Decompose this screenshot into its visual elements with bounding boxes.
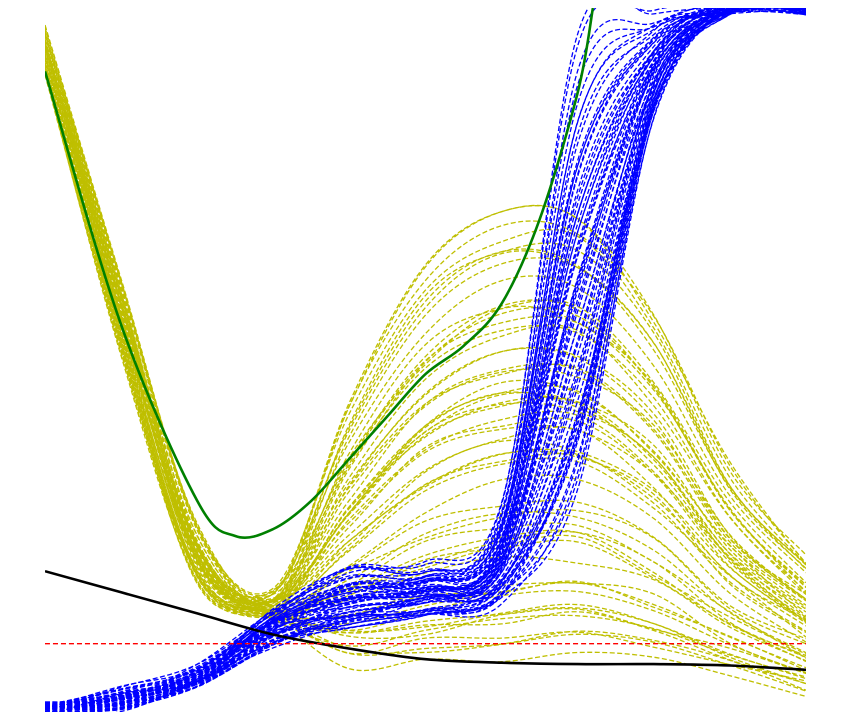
solid-reference-curves <box>45 8 806 672</box>
yellow-family-curve-60 <box>45 68 806 685</box>
yellow-family-curve-39 <box>45 53 806 632</box>
yellow-family-curve-32 <box>45 67 806 678</box>
green-curve <box>45 8 595 540</box>
blue-family-curve-52 <box>45 8 806 711</box>
blue-family-curve-16 <box>45 8 806 708</box>
yellow-family-curve-44 <box>45 71 806 674</box>
yellow-family-curve-25 <box>45 39 806 598</box>
blue-family-curve-27 <box>45 8 806 712</box>
blue-family-curve-10 <box>45 8 806 708</box>
yellow-family-curve-15 <box>45 70 806 674</box>
yellow-family-curve-29 <box>45 69 806 655</box>
blue-family-curve-37 <box>115 8 806 712</box>
yellow-family-curve-8 <box>45 39 806 609</box>
yellow-family-curve-33 <box>45 47 806 610</box>
yellow-family-curve-23 <box>45 47 806 623</box>
yellow-family-curve-47 <box>45 43 806 613</box>
blue-family-curve-32 <box>45 8 806 708</box>
yellow-family-curve-48 <box>45 33 806 595</box>
yellow-family-curve-53 <box>45 41 806 608</box>
yellow-family-curve-10 <box>45 32 806 605</box>
blue-family-curve-56 <box>56 8 806 712</box>
yellow-family-curve-19 <box>45 42 806 617</box>
yellow-family-curve-46 <box>45 25 806 600</box>
yellow-family-curve-52 <box>45 34 806 608</box>
yellow-family-curve-43 <box>45 74 806 685</box>
blue-family-curve-5 <box>45 8 806 710</box>
yellow-family-curve-3 <box>45 35 806 605</box>
yellow-family-curve-57 <box>45 64 806 659</box>
blue-family-curve-22 <box>51 8 744 712</box>
blue-family-curve-1 <box>45 8 733 708</box>
blue-family-curve-8 <box>55 8 726 712</box>
blue-family-curve-21 <box>53 8 806 712</box>
blue-family-curve-57 <box>49 8 734 712</box>
blue-family-curve-48 <box>45 8 721 707</box>
blue-family-curve-39 <box>45 8 806 712</box>
yellow-family-curve-55 <box>45 50 806 622</box>
blue-family-curve-53 <box>45 8 715 708</box>
yellow-family-curve-27 <box>45 30 806 600</box>
blue-family-curve-59 <box>79 8 745 712</box>
yellow-family-curve-37 <box>45 44 806 611</box>
yellow-family-curve-13 <box>45 55 806 643</box>
yellow-family-curve-17 <box>45 43 806 619</box>
yellow-family-curve-54 <box>45 58 806 657</box>
yellow-family-curve-28 <box>45 68 806 691</box>
blue-family-curve-60 <box>45 8 806 709</box>
blue-family-curve-30 <box>45 8 806 706</box>
blue-family-curve-55 <box>49 8 738 712</box>
yellow-family-curve-36 <box>45 72 806 669</box>
blue-family-curve-44 <box>45 8 734 712</box>
yellow-family-curve-16 <box>45 57 806 627</box>
blue-family-curve-18 <box>45 9 806 707</box>
blue-family-curve-41 <box>45 8 669 704</box>
blue-family-curve-43 <box>49 8 806 712</box>
blue-family-curve-20 <box>45 8 806 709</box>
yellow-family-curve-51 <box>45 41 806 605</box>
yellow-family-curve-30 <box>45 59 806 634</box>
yellow-family-curve-35 <box>45 55 806 621</box>
blue-family-curve-49 <box>45 8 806 711</box>
blue-family-curve-51 <box>45 8 752 708</box>
yellow-family-curve-56 <box>45 44 806 605</box>
yellow-family-curve-18 <box>45 27 806 597</box>
yellow-family-curve-21 <box>45 44 806 606</box>
blue-family-curve-46 <box>45 8 806 711</box>
blue-family-curve-23 <box>45 8 699 708</box>
yellow-family-curve-26 <box>45 54 806 620</box>
yellow-family-curve-22 <box>45 71 806 698</box>
blue-family-curve-47 <box>45 8 726 705</box>
blue-family-curve-34 <box>45 8 722 707</box>
blue-family-curve-54 <box>67 8 806 712</box>
yellow-family-curve-59 <box>45 33 806 602</box>
yellow-family-curve-11 <box>45 47 806 623</box>
yellow-family-curve-50 <box>45 55 806 624</box>
yellow-family-curve-12 <box>45 58 806 640</box>
yellow-family-curve-58 <box>45 35 806 606</box>
yellow-family-curve-9 <box>45 73 806 682</box>
blue-family-curve-25 <box>45 8 806 711</box>
blue-family-curve-12 <box>45 8 744 710</box>
yellow-family-curve-41 <box>45 45 806 612</box>
blue-dashed-family <box>45 8 806 712</box>
blue-family-curve-35 <box>45 10 806 704</box>
yellow-family-curve-20 <box>45 65 806 675</box>
black-curve <box>45 569 806 672</box>
yellow-family-curve-45 <box>45 57 806 658</box>
blue-family-curve-42 <box>45 8 806 708</box>
blue-family-curve-50 <box>45 8 806 710</box>
yellow-dashed-family <box>45 24 806 698</box>
yellow-family-curve-14 <box>45 63 806 645</box>
blue-family-curve-40 <box>45 10 806 703</box>
blue-family-curve-38 <box>45 8 806 708</box>
yellow-family-curve-1 <box>45 43 806 603</box>
